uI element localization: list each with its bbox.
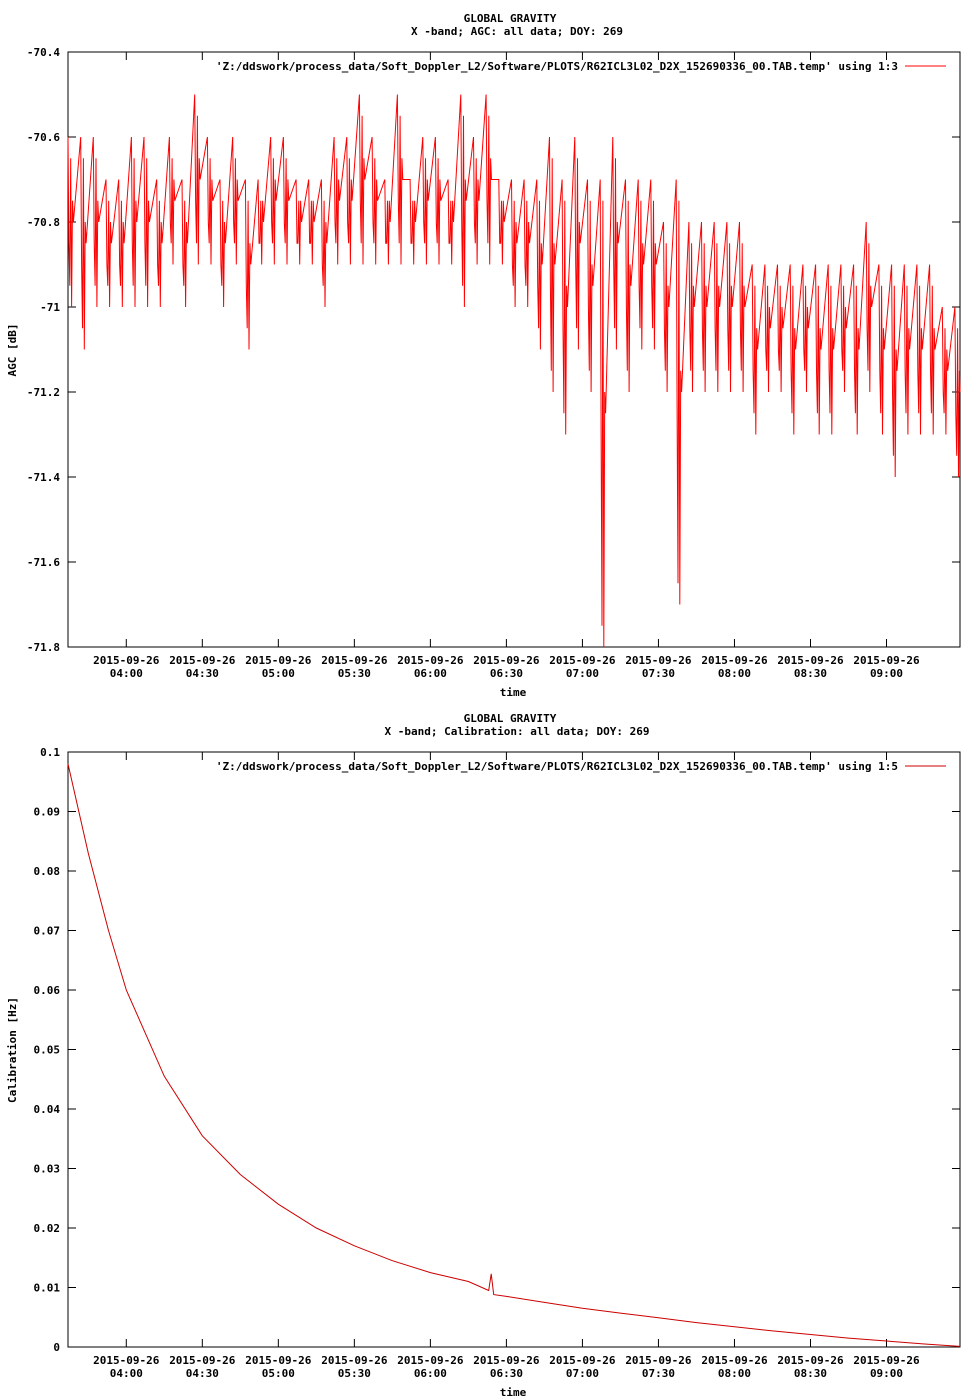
series-line: [67, 763, 961, 1347]
x-tick-time: 09:00: [870, 667, 903, 680]
chart-subtitle: X -band; AGC: all data; DOY: 269: [411, 25, 623, 38]
y-tick-label: -71.2: [27, 386, 60, 399]
y-tick-label: 0.04: [34, 1103, 61, 1116]
x-axis-label: time: [500, 686, 527, 699]
plot-frame: [67, 51, 961, 648]
x-tick-time: 05:00: [262, 1367, 295, 1380]
series-agc: [67, 94, 961, 648]
x-axis-label: time: [500, 1386, 527, 1399]
x-tick-time: 05:30: [338, 667, 371, 680]
x-tick-date: 2015-09-26: [473, 1354, 540, 1367]
x-tick-time: 04:30: [186, 1367, 219, 1380]
y-axis: -70.4 -70.6 -70.8 -71 -71.2 -71.4 -71.6 -71.8: [27, 46, 960, 654]
x-tick-time: 08:30: [794, 1367, 827, 1380]
y-tick-label: 0.09: [34, 806, 61, 819]
y-tick-label: 0.03: [34, 1163, 61, 1176]
series-line: [67, 94, 961, 648]
y-axis-label: Calibration [Hz]: [6, 997, 19, 1103]
x-tick-date: 2015-09-26: [777, 654, 844, 667]
y-axis-label: AGC [dB]: [6, 324, 19, 377]
x-tick-time: 08:30: [794, 667, 827, 680]
x-tick-time: 07:30: [642, 1367, 675, 1380]
x-tick-time: 09:00: [870, 1367, 903, 1380]
x-tick-time: 08:00: [718, 1367, 751, 1380]
x-tick-time: 05:30: [338, 1367, 371, 1380]
x-tick-date: 2015-09-26: [397, 654, 464, 667]
x-tick-date: 2015-09-26: [169, 654, 236, 667]
x-tick-time: 06:30: [490, 1367, 523, 1380]
legend: 'Z:/ddswork/process_data/Soft_Doppler_L2…: [216, 760, 946, 773]
x-tick-time: 05:00: [262, 667, 295, 680]
legend-label: 'Z:/ddswork/process_data/Soft_Doppler_L2…: [216, 760, 898, 773]
x-tick-time: 04:00: [110, 667, 143, 680]
x-tick-date: 2015-09-26: [625, 654, 692, 667]
calibration-chart: GLOBAL GRAVITY X -band; Calibration: all…: [6, 712, 961, 1399]
x-tick-date: 2015-09-26: [853, 1354, 920, 1367]
x-tick-date: 2015-09-26: [321, 1354, 388, 1367]
x-tick-date: 2015-09-26: [549, 654, 616, 667]
x-tick-time: 07:30: [642, 667, 675, 680]
plot-frame: [67, 751, 961, 1348]
legend: 'Z:/ddswork/process_data/Soft_Doppler_L2…: [216, 60, 946, 73]
y-tick-label: -71.8: [27, 641, 60, 654]
x-tick-time: 06:00: [414, 667, 447, 680]
y-tick-label: 0.05: [34, 1044, 61, 1057]
y-tick-label: 0.01: [34, 1282, 61, 1295]
y-tick-label: -71: [40, 301, 60, 314]
x-tick-date: 2015-09-26: [169, 1354, 236, 1367]
x-tick-date: 2015-09-26: [397, 1354, 464, 1367]
y-tick-label: 0.08: [34, 865, 61, 878]
x-tick-date: 2015-09-26: [549, 1354, 616, 1367]
x-tick-date: 2015-09-26: [777, 1354, 844, 1367]
x-tick-date: 2015-09-26: [625, 1354, 692, 1367]
y-tick-label: -71.6: [27, 556, 60, 569]
chart-subtitle: X -band; Calibration: all data; DOY: 269: [385, 725, 650, 738]
x-tick-date: 2015-09-26: [473, 654, 540, 667]
x-tick-date: 2015-09-26: [701, 654, 768, 667]
y-tick-label: -70.6: [27, 131, 60, 144]
x-tick-time: 04:30: [186, 667, 219, 680]
x-tick-date: 2015-09-26: [701, 1354, 768, 1367]
y-axis: 0.1 0.09 0.08 0.07 0.06 0.05 0.04 0.03 0.02 0.01 0: [34, 746, 960, 1354]
x-tick-date: 2015-09-26: [321, 654, 388, 667]
x-tick-time: 07:00: [566, 667, 599, 680]
y-tick-label: 0: [53, 1341, 60, 1354]
x-tick-date: 2015-09-26: [245, 1354, 312, 1367]
x-tick-time: 06:30: [490, 667, 523, 680]
legend-label: 'Z:/ddswork/process_data/Soft_Doppler_L2…: [216, 60, 898, 73]
y-tick-label: 0.07: [34, 925, 61, 938]
x-tick-time: 07:00: [566, 1367, 599, 1380]
y-tick-label: 0.02: [34, 1222, 61, 1235]
x-axis: 2015-09-2604:002015-09-2604:302015-09-26…: [93, 752, 920, 1380]
x-tick-time: 08:00: [718, 667, 751, 680]
x-axis: 2015-09-2604:002015-09-2604:302015-09-26…: [93, 52, 920, 680]
y-tick-label: -70.8: [27, 216, 60, 229]
x-tick-date: 2015-09-26: [93, 654, 160, 667]
y-tick-label: -70.4: [27, 46, 60, 59]
chart-title: GLOBAL GRAVITY: [464, 712, 557, 725]
series-calibration: [67, 763, 961, 1347]
chart-title: GLOBAL GRAVITY: [464, 12, 557, 25]
x-tick-date: 2015-09-26: [853, 654, 920, 667]
x-tick-time: 04:00: [110, 1367, 143, 1380]
agc-chart: GLOBAL GRAVITY X -band; AGC: all data; D…: [6, 12, 961, 699]
x-tick-date: 2015-09-26: [245, 654, 312, 667]
x-tick-time: 06:00: [414, 1367, 447, 1380]
y-tick-label: 0.1: [40, 746, 60, 759]
y-tick-label: -71.4: [27, 471, 60, 484]
y-tick-label: 0.06: [34, 984, 61, 997]
x-tick-date: 2015-09-26: [93, 1354, 160, 1367]
